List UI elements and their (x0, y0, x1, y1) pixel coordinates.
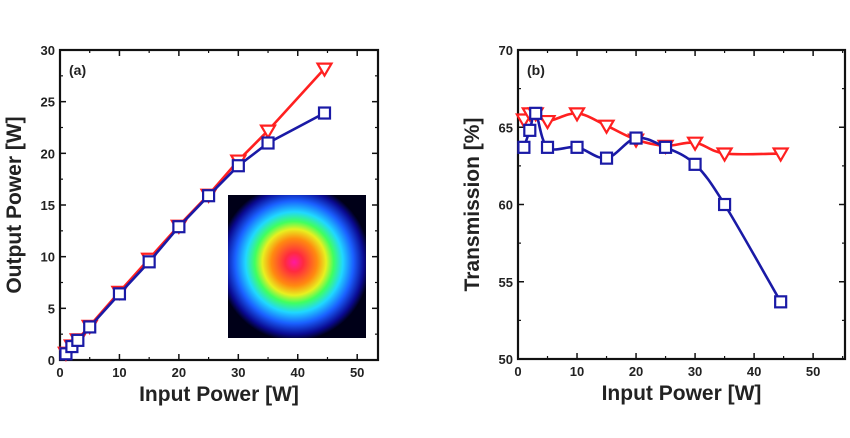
x-tick-label: 40 (291, 365, 305, 380)
x-tick-label: 30 (688, 364, 702, 379)
x-tick-label: 50 (350, 365, 364, 380)
x-tick-label: 0 (514, 364, 521, 379)
square-marker (317, 106, 332, 120)
x-tick-label: 0 (56, 365, 63, 380)
square-marker (142, 255, 156, 269)
square-marker (172, 220, 186, 234)
triangle-marker (568, 107, 586, 123)
triangle-marker (597, 119, 616, 135)
triangle-marker (538, 114, 557, 131)
y-tick-label: 20 (41, 146, 55, 161)
triangle-marker (259, 124, 277, 140)
x-tick-label: 10 (570, 364, 584, 379)
y-tick-label: 65 (499, 120, 513, 135)
y-tick-label: 15 (41, 198, 55, 213)
panel-b: 0 10 20 30 40 50 50 55 60 65 70 Input Power [W] Tran… (461, 43, 847, 405)
panel-a: 0 10 20 30 40 50 0 5 10 15 20 25 30 Input Power [W] Ou… (3, 43, 380, 406)
square-marker (523, 123, 537, 137)
square-marker (261, 136, 275, 150)
series-line-1 (522, 111, 782, 303)
x-axis-label: Input Power [W] (602, 382, 762, 405)
x-tick-label: 30 (231, 365, 245, 380)
x-tick-label: 40 (747, 364, 761, 379)
square-marker (83, 320, 97, 334)
plot-frame (516, 48, 847, 361)
x-tick-label: 20 (172, 365, 186, 380)
panel-label: (b) (527, 62, 545, 78)
square-marker (629, 131, 643, 145)
triangle-marker (771, 147, 790, 163)
y-tick-label: 25 (41, 95, 55, 110)
y-tick-label: 10 (41, 250, 55, 265)
y-tick-label: 5 (48, 301, 55, 316)
y-tick-label: 0 (48, 353, 55, 368)
square-marker (774, 295, 788, 309)
square-marker (112, 287, 127, 301)
y-tick-label: 30 (41, 43, 55, 58)
square-marker (599, 151, 614, 165)
triangle-marker (715, 147, 734, 163)
square-marker (688, 157, 702, 171)
y-axis-label: Transmission [%] (461, 118, 484, 292)
x-tick-label: 50 (806, 364, 820, 379)
square-marker (71, 333, 85, 347)
panel-label: (a) (69, 62, 86, 78)
triangle-marker (686, 136, 704, 152)
x-axis-label: Input Power [W] (139, 383, 299, 406)
y-axis-label: Output Power [W] (3, 116, 26, 293)
square-marker (717, 197, 732, 212)
square-marker (540, 140, 555, 154)
y-tick-label: 55 (499, 275, 513, 290)
square-marker (570, 140, 584, 154)
square-marker (231, 159, 245, 173)
y-tick-label: 70 (499, 43, 513, 58)
triangle-marker (315, 62, 334, 78)
square-marker (517, 140, 531, 154)
y-tick-label: 60 (499, 198, 513, 213)
y-tick-label: 50 (499, 352, 513, 367)
square-marker (529, 106, 543, 120)
beam-profile-image (228, 195, 366, 338)
square-marker (658, 140, 673, 154)
x-tick-label: 10 (112, 365, 126, 380)
x-tick-label: 20 (629, 364, 643, 379)
square-marker (201, 189, 216, 203)
